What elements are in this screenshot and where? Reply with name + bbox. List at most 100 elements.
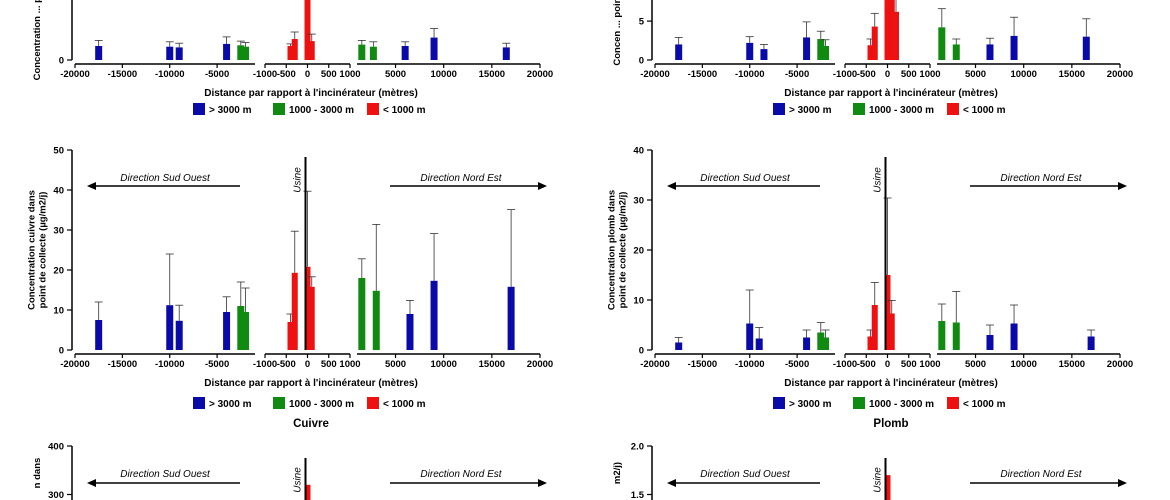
x-tick-label: 0 (305, 359, 310, 370)
bar-far (1010, 35, 1018, 60)
bar-near (867, 336, 874, 350)
bar-near (291, 39, 298, 60)
panel-bottom-right: 1.5 2.0 m2/j) Usine Direction Sud Ouest Direc… (612, 442, 1127, 500)
bar-mid (242, 46, 250, 60)
x-tick-label: 0 (305, 69, 310, 80)
panel-title: Cuivre (293, 418, 329, 430)
x-tick-label: 500 (321, 69, 337, 80)
panel-mid-left: 0 10 20 30 40 50 Concentration cuivre dans poin… (27, 146, 554, 431)
legend-label: > 3000 m (789, 399, 832, 410)
bar-mid (817, 39, 825, 60)
bar-far (95, 320, 103, 350)
arrow-right-head (1118, 182, 1127, 190)
x-tick-label: 20000 (1107, 359, 1133, 370)
x-tick-label: -500 (277, 359, 296, 370)
x-tick-label: -20000 (60, 359, 90, 370)
bar-near (888, 0, 895, 60)
bar-mid (358, 278, 366, 350)
x-tick-label: -500 (857, 359, 876, 370)
bar-far (803, 337, 811, 350)
y-axis-label: m2/j) (612, 462, 623, 484)
y-tick-label: 10 (633, 296, 644, 307)
x-tick-label: -15000 (688, 359, 718, 370)
x-tick-label: 15000 (1059, 69, 1085, 80)
y-axis-label: Concentration cuivre dans (27, 190, 38, 310)
bar-near (304, 266, 311, 350)
bar-far (430, 37, 438, 60)
bar-mid (822, 337, 830, 350)
direction-label-ne: Direction Nord Est (1000, 469, 1082, 480)
x-axis-label: Distance par rapport à l'incinérateur (m… (784, 378, 998, 389)
direction-label-sw: Direction Sud Ouest (120, 173, 211, 184)
bar-far (755, 338, 763, 350)
x-tick-label: 5000 (385, 69, 406, 80)
usine-label: Usine (873, 167, 884, 193)
x-tick-label: -10000 (155, 359, 185, 370)
bar-near (871, 26, 878, 60)
bar-mid (358, 44, 366, 60)
bar-far (986, 335, 994, 350)
bar-far (401, 46, 409, 60)
y-tick-label: 0 (639, 346, 644, 357)
arrow-right-head (538, 182, 547, 190)
arrow-left-head (667, 182, 676, 190)
x-tick-label: -15000 (688, 69, 718, 80)
bar-far (507, 286, 515, 350)
bar-near (888, 313, 895, 350)
bar-near (287, 46, 294, 60)
legend-label: 1000 - 3000 m (869, 105, 934, 116)
arrow-left-head (87, 479, 96, 487)
panel-bottom-left: 300 400 n dans Usine Direction Sud Ouest Dire… (32, 442, 547, 500)
y-tick-label: 30 (53, 226, 64, 237)
x-tick-label: -10000 (735, 359, 765, 370)
x-tick-label: -20000 (640, 69, 670, 80)
x-axis-label: Distance par rapport à l'incinérateur (m… (784, 88, 998, 99)
legend-swatch (193, 397, 205, 409)
bar-far (166, 305, 174, 350)
legend-label: 1000 - 3000 m (289, 399, 354, 410)
bar-mid (372, 290, 380, 350)
bar-far (95, 46, 103, 60)
x-axis-label: Distance par rapport à l'incinérateur (m… (204, 88, 418, 99)
arrow-left-head (667, 479, 676, 487)
legend-swatch (947, 103, 959, 115)
bar-near (884, 275, 891, 350)
bar-far (675, 342, 683, 350)
bar-near (291, 272, 298, 350)
x-tick-label: 1000 (919, 69, 940, 80)
bar-near (308, 41, 315, 60)
direction-label-ne: Direction Nord Est (420, 173, 502, 184)
x-tick-label: 15000 (1059, 359, 1085, 370)
bar-far (986, 44, 994, 60)
y-tick-label: 0 (639, 56, 644, 67)
x-tick-label: -20000 (640, 359, 670, 370)
x-tick-label: -15000 (108, 69, 138, 80)
y-axis-label: point de collecte (µg/m2/j) (618, 192, 629, 309)
x-tick-label: -5000 (785, 359, 809, 370)
panel-title: Plomb (873, 418, 908, 430)
bar-near (304, 484, 311, 500)
y-tick-label: 20 (53, 266, 64, 277)
y-tick-label: 40 (633, 146, 644, 157)
panel-top-left: 0 Concentration ... point -20000 -15000 -100… (32, 0, 553, 116)
legend-swatch (273, 397, 285, 409)
x-tick-label: -20000 (60, 69, 90, 80)
arrow-right-head (538, 479, 547, 487)
direction-label-sw: Direction Sud Ouest (700, 173, 791, 184)
bar-far (502, 47, 510, 60)
x-tick-label: -1000 (253, 359, 277, 370)
direction-label-ne: Direction Nord Est (1000, 173, 1082, 184)
x-tick-label: 1000 (339, 359, 360, 370)
x-tick-label: -5000 (785, 69, 809, 80)
y-axis-label: n dans (32, 458, 43, 489)
bar-far (760, 49, 768, 60)
bar-far (803, 37, 811, 60)
y-tick-label: 30 (633, 196, 644, 207)
bar-far (430, 280, 438, 350)
x-tick-label: 15000 (479, 69, 505, 80)
bar-mid (938, 321, 946, 350)
legend-swatch (273, 103, 285, 115)
legend-label: < 1000 m (383, 399, 426, 410)
y-tick-label: 400 (48, 442, 64, 453)
bar-mid (817, 332, 825, 350)
